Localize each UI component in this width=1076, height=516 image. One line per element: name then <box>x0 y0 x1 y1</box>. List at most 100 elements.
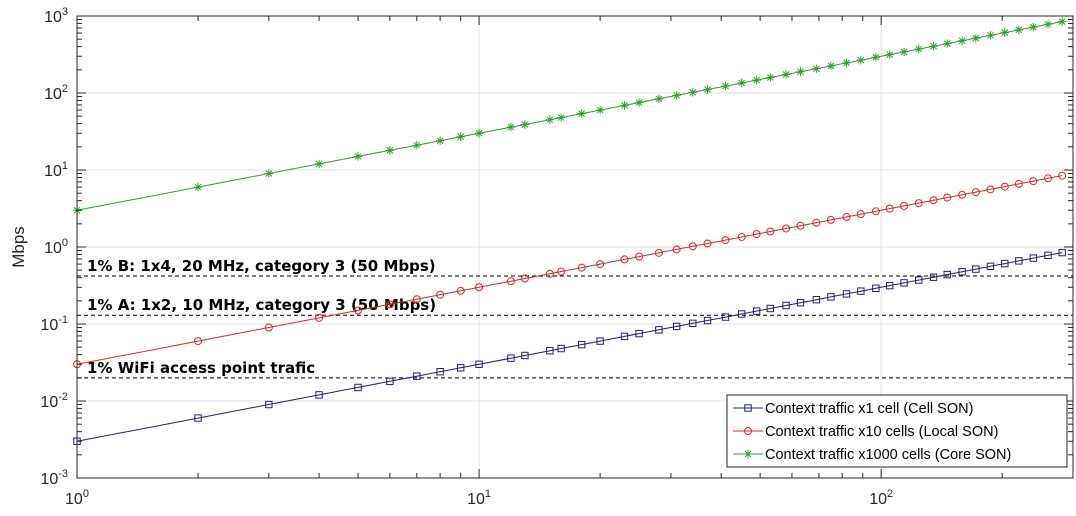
data-point <box>386 377 394 386</box>
data-point <box>520 274 529 283</box>
data-point <box>957 36 967 45</box>
data-point <box>1029 22 1038 32</box>
data-point <box>314 159 324 169</box>
data-point <box>578 340 586 349</box>
data-point <box>1014 25 1024 35</box>
data-point <box>842 290 851 298</box>
series-line <box>76 175 1063 365</box>
data-point <box>672 322 681 331</box>
data-point <box>688 242 697 251</box>
x-tick-label: 100 <box>65 488 89 508</box>
data-point <box>857 287 865 295</box>
data-point <box>929 273 938 281</box>
data-point <box>577 109 586 118</box>
data-point <box>958 190 967 199</box>
threshold-label: 1% B: 1x4, 20 MHz, category 3 (50 Mbps) <box>87 257 436 275</box>
data-point <box>475 283 484 292</box>
data-point <box>885 281 894 290</box>
x-tick-label: 102 <box>869 488 893 508</box>
data-point <box>971 188 980 197</box>
data-point <box>620 101 629 110</box>
data-point <box>1000 28 1009 37</box>
data-point <box>596 260 605 269</box>
data-point <box>812 64 821 73</box>
data-point <box>812 295 821 304</box>
data-point <box>577 263 586 272</box>
y-tick-label: 10-2 <box>40 391 68 411</box>
data-point <box>635 252 644 261</box>
series-group <box>73 171 1067 369</box>
data-point <box>689 319 697 328</box>
y-tick-label: 103 <box>44 6 68 26</box>
data-point <box>1044 174 1053 183</box>
y-tick-label: 10-1 <box>40 314 68 334</box>
data-point <box>264 323 273 332</box>
data-point <box>752 307 761 315</box>
data-point <box>557 344 565 353</box>
series-line <box>76 252 1063 442</box>
data-point <box>766 73 775 82</box>
y-tick-label: 102 <box>44 83 68 103</box>
legend-entry: Context traffic x1000 cells (Core SON) <box>765 447 1011 463</box>
legend-box <box>726 394 1068 468</box>
data-point <box>986 262 995 271</box>
data-point <box>475 360 483 368</box>
data-point <box>929 196 938 205</box>
data-point <box>413 372 421 380</box>
legend-entry: Context traffic x10 cells (Local SON) <box>765 424 998 440</box>
data-point <box>721 236 730 245</box>
data-point <box>506 122 516 132</box>
x-tick-label: 101 <box>467 488 491 508</box>
data-point <box>635 329 643 338</box>
data-point <box>899 47 909 57</box>
data-point <box>872 284 880 292</box>
data-point <box>1044 251 1052 260</box>
data-point <box>436 290 445 299</box>
data-point <box>782 224 791 233</box>
data-point <box>556 113 566 122</box>
data-point <box>194 337 203 346</box>
data-point <box>507 354 515 362</box>
data-point <box>781 70 791 79</box>
data-point <box>796 221 805 230</box>
data-point <box>721 313 730 321</box>
data-point <box>752 75 761 85</box>
series-line <box>76 21 1063 211</box>
data-point <box>826 61 836 71</box>
data-point <box>871 207 880 216</box>
data-point <box>1029 177 1038 186</box>
data-point <box>620 255 629 264</box>
data-point <box>721 81 730 91</box>
data-point <box>506 277 515 286</box>
data-point <box>958 268 966 276</box>
data-point <box>634 98 644 107</box>
data-point <box>1001 259 1009 268</box>
data-point <box>655 326 663 334</box>
threshold-label: 1% A: 1x2, 10 MHz, category 3 (50 Mbps) <box>87 296 436 314</box>
data-point <box>385 300 394 309</box>
data-point <box>654 94 664 104</box>
legend-entry: Context traffic x1 cell (Cell SON) <box>765 401 973 417</box>
data-point <box>412 140 421 150</box>
data-point <box>914 199 923 208</box>
data-point <box>827 293 835 301</box>
data-point <box>826 215 835 224</box>
data-point <box>385 146 395 155</box>
data-point <box>737 78 746 88</box>
data-point <box>265 400 273 409</box>
data-point <box>521 351 529 360</box>
data-point <box>971 33 981 43</box>
data-point <box>595 105 605 115</box>
data-point <box>1058 17 1067 26</box>
series-layer <box>72 17 1067 445</box>
data-point <box>435 136 445 145</box>
data-point <box>885 204 894 213</box>
y-tick-label: 100 <box>44 237 68 257</box>
data-point <box>915 276 923 284</box>
data-point <box>972 265 980 273</box>
data-point <box>436 368 444 376</box>
data-point <box>672 245 681 254</box>
data-point <box>557 267 566 276</box>
data-point <box>929 42 938 51</box>
